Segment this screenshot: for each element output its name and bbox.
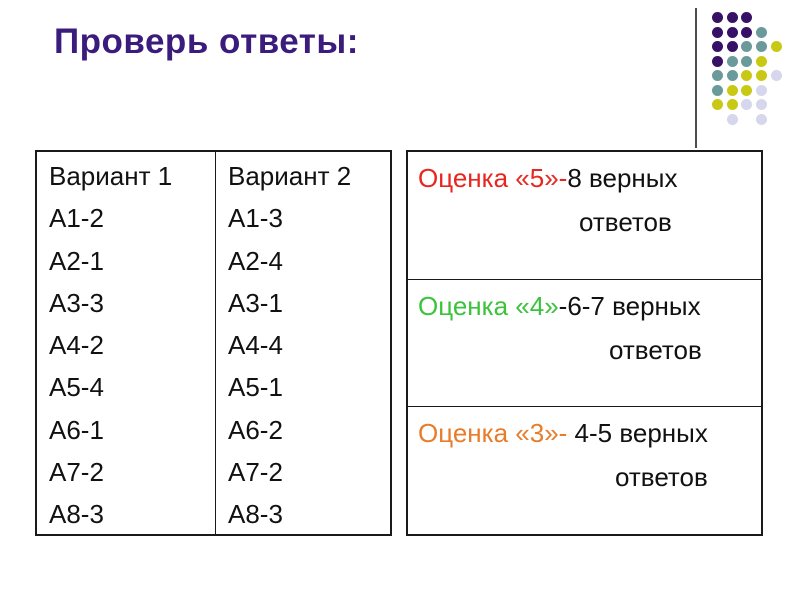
decorative-dot: [756, 41, 768, 52]
decorative-dot: [770, 70, 782, 81]
column-header-variant2: Вариант 2: [228, 161, 352, 191]
answer-cell: А1-3: [228, 203, 283, 234]
grade-3-count: 4-5 верных: [567, 418, 708, 449]
answer-cell: А6-2: [228, 414, 283, 445]
answer-cell: А3-1: [228, 287, 283, 318]
grades-panel: Оценка «5»-8 верных ответов Оценка «4»-6…: [406, 150, 763, 536]
answers-column-variant1: Вариант 1 А1-2 А2-1 А3-3 А4-2 А5-4 А6-1 …: [37, 152, 216, 534]
decorative-dot: [756, 99, 768, 110]
answer-cell: А4-4: [228, 330, 283, 361]
decorative-dot: [712, 12, 723, 23]
answer-cell: А3-3: [49, 287, 104, 318]
answer-cell: А8-3: [49, 499, 104, 530]
answer-cell: А5-1: [228, 372, 283, 403]
decorative-dot: [726, 99, 738, 110]
page-title: Проверь ответы:: [54, 22, 359, 61]
decorative-dot: [756, 26, 768, 38]
grade-3-line2: ответов: [615, 462, 708, 493]
grade-5-criteria: Оценка «5»-8 верных: [418, 156, 761, 200]
answer-cell: А7-2: [49, 457, 104, 488]
answer-cell: А5-4: [49, 372, 104, 403]
grade-5-count: 8 верных: [567, 163, 678, 193]
answer-cell: А6-1: [49, 414, 104, 445]
decorative-dot: [726, 70, 738, 81]
grade-4-line2: ответов: [609, 334, 702, 365]
decorative-dot: [756, 84, 768, 96]
decorative-dot: [741, 26, 753, 38]
decorative-dot: [756, 55, 768, 67]
answer-cell: А8-3: [228, 499, 283, 530]
decorative-dot: [726, 84, 738, 96]
decorative-dot: [770, 41, 782, 52]
decorative-dot: [756, 113, 768, 125]
decorative-dot: [726, 41, 738, 52]
decorative-dot: [712, 84, 723, 96]
answer-cell: А2-4: [228, 245, 283, 276]
decorative-dot: [726, 113, 738, 125]
answer-cell: А4-2: [49, 330, 104, 361]
decorative-dot: [712, 55, 723, 67]
answers-column-variant2: Вариант 2 А1-3 А2-4 А3-1 А4-4 А5-1 А6-2 …: [216, 152, 390, 534]
decorative-dot: [741, 55, 753, 67]
decorative-dot: [726, 55, 738, 67]
grade-5-line2: ответов: [579, 207, 672, 237]
decorative-dot: [741, 41, 753, 52]
dots-decoration: [712, 12, 797, 132]
grade-4-count: -6-7 верных: [558, 290, 701, 321]
grade-cell-4: Оценка «4»-6-7 верных ответов: [408, 278, 761, 407]
decorative-dot: [712, 70, 723, 81]
decorative-dot: [712, 41, 723, 52]
answer-cell: А1-2: [49, 203, 104, 234]
decorative-dot: [741, 84, 753, 96]
decorative-dot: [712, 26, 723, 38]
grade-cell-3: Оценка «3»- 4-5 верных ответов: [408, 406, 761, 534]
decorative-dot: [726, 12, 738, 23]
grade-4-criteria: Оценка «4»-6-7 верных: [418, 284, 761, 328]
decorative-dot: [741, 12, 753, 23]
vertical-divider-line: [695, 8, 697, 148]
grade-3-label: Оценка «3»-: [418, 418, 568, 449]
decorative-dot: [756, 70, 768, 81]
answer-cell: А2-1: [49, 245, 104, 276]
decorative-dot: [741, 99, 753, 110]
answers-table: Вариант 1 А1-2 А2-1 А3-3 А4-2 А5-4 А6-1 …: [35, 150, 392, 536]
grade-cell-5: Оценка «5»-8 верных ответов: [408, 152, 761, 279]
grade-4-label: Оценка «4»: [418, 290, 559, 321]
column-header-variant1: Вариант 1: [49, 161, 173, 191]
grade-5-label: Оценка «5»-: [418, 163, 568, 193]
decorative-dot: [726, 26, 738, 38]
decorative-dot: [741, 70, 753, 81]
grade-3-criteria: Оценка «3»- 4-5 верных: [418, 411, 761, 455]
decorative-dot: [712, 99, 723, 110]
answer-cell: А7-2: [228, 457, 283, 488]
